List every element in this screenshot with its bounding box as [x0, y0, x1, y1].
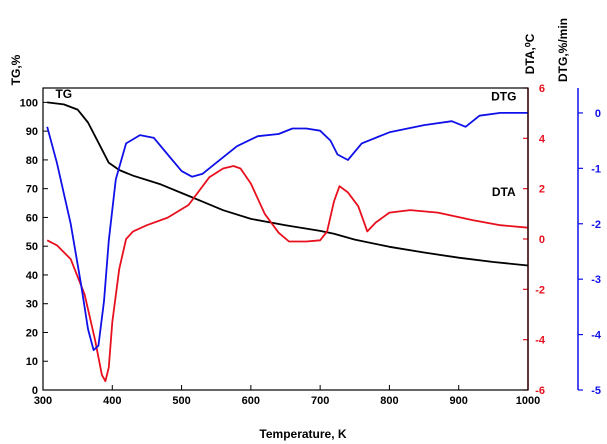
tg-tick-label: 40: [26, 270, 38, 282]
x-tick-label: 500: [172, 395, 190, 407]
x-tick-label: 700: [311, 395, 329, 407]
x-axis-title: Temperature, K: [259, 427, 346, 441]
dtg-tick-label: -2: [591, 219, 601, 231]
dtg-curve-label: DTG: [491, 90, 516, 104]
tg-tick-label: 100: [20, 97, 38, 109]
tg-axis: 0 10 20 30 40 50 60 70 80 90 100: [20, 97, 48, 397]
dta-series-line: [46, 165, 529, 383]
tg-tick-label: 20: [26, 327, 38, 339]
dtg-axis-title: DTG,%/min: [556, 18, 570, 82]
dtg-axis: -5 -4 -3 -2 -1 0: [577, 88, 602, 397]
annotation-layer: TG DTG DTA: [55, 87, 516, 199]
x-tick-label: 400: [103, 395, 121, 407]
plot-frame: [42, 87, 529, 391]
dtg-series-line: [46, 112, 528, 351]
x-tick-label: 300: [34, 395, 52, 407]
tg-tick-label: 80: [26, 155, 38, 167]
tg-tick-label: 50: [26, 241, 38, 253]
dtg-tick-label: -5: [591, 385, 601, 397]
dta-curve-label: DTA: [492, 185, 516, 199]
tg-tick-label: 0: [32, 385, 38, 397]
tg-axis-title: TG,%: [9, 54, 23, 85]
series-layer: [46, 101, 529, 383]
tg-series-line: [47, 101, 529, 267]
x-tick-label: 900: [450, 395, 468, 407]
tg-tick-label: 90: [26, 126, 38, 138]
tg-tick-label: 70: [26, 184, 38, 196]
x-tick-label: 600: [242, 395, 260, 407]
dtg-tick-label: 0: [595, 108, 601, 120]
x-tick-label: 1000: [516, 395, 540, 407]
dtg-tick-label: -3: [591, 274, 601, 286]
dtg-tick-label: -4: [591, 330, 602, 342]
x-tick-label: 800: [380, 395, 398, 407]
dta-tick-label: -4: [535, 335, 546, 347]
tg-tick-label: 30: [26, 299, 38, 311]
tg-tick-label: 60: [26, 212, 38, 224]
tg-tick-label: 10: [26, 356, 38, 368]
x-axis: 300 400 500 600 700 800 900 1000: [34, 385, 540, 407]
dta-tick-label: -2: [535, 284, 545, 296]
dta-axis-title: DTA,⁰C: [523, 33, 537, 74]
dta-tick-label: 6: [539, 83, 545, 95]
dtg-tick-label: -1: [591, 163, 601, 175]
dta-tick-label: 2: [539, 184, 545, 196]
tg-curve-label: TG: [55, 87, 72, 101]
dta-axis: -6 -4 -2 0 2 4 6: [523, 83, 546, 397]
dta-tick-label: 4: [539, 133, 546, 145]
dta-tick-label: -6: [535, 385, 545, 397]
dta-tick-label: 0: [539, 234, 545, 246]
